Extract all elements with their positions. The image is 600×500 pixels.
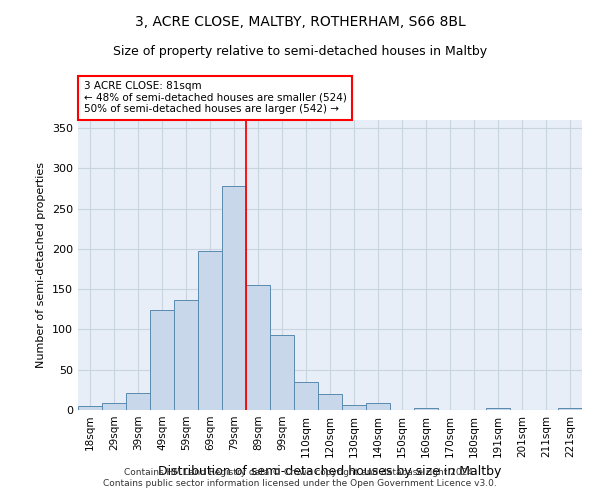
Bar — [126, 393, 150, 410]
Bar — [558, 408, 582, 410]
Bar — [150, 310, 174, 410]
Text: Contains HM Land Registry data © Crown copyright and database right 2024.
Contai: Contains HM Land Registry data © Crown c… — [103, 468, 497, 487]
Bar — [246, 285, 270, 410]
Text: Size of property relative to semi-detached houses in Maltby: Size of property relative to semi-detach… — [113, 45, 487, 58]
Bar — [102, 403, 126, 410]
Bar — [366, 403, 390, 410]
Bar — [174, 300, 198, 410]
Bar — [294, 382, 318, 410]
Bar — [78, 406, 102, 410]
Bar — [342, 405, 366, 410]
Bar — [198, 252, 222, 410]
X-axis label: Distribution of semi-detached houses by size in Maltby: Distribution of semi-detached houses by … — [158, 466, 502, 478]
Text: 3 ACRE CLOSE: 81sqm
← 48% of semi-detached houses are smaller (524)
50% of semi-: 3 ACRE CLOSE: 81sqm ← 48% of semi-detach… — [83, 81, 346, 114]
Y-axis label: Number of semi-detached properties: Number of semi-detached properties — [37, 162, 46, 368]
Text: 3, ACRE CLOSE, MALTBY, ROTHERHAM, S66 8BL: 3, ACRE CLOSE, MALTBY, ROTHERHAM, S66 8B… — [134, 15, 466, 29]
Bar — [270, 335, 294, 410]
Bar — [318, 394, 342, 410]
Bar — [414, 408, 438, 410]
Bar — [222, 186, 246, 410]
Bar — [486, 408, 510, 410]
